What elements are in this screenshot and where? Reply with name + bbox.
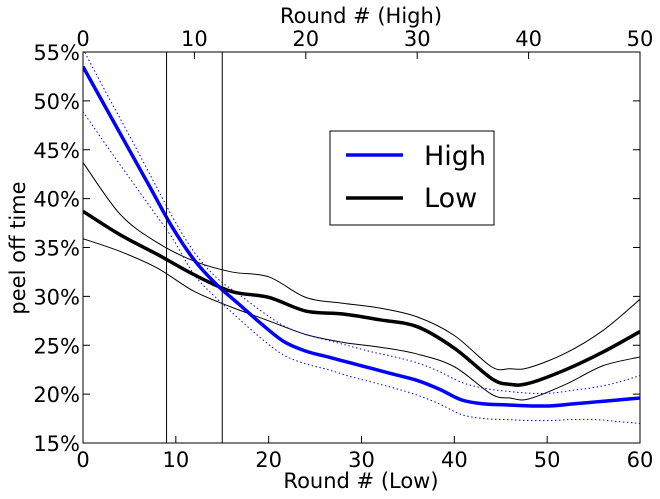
x-top-tick-label: 50: [627, 27, 654, 51]
y-tick-label: 40%: [33, 188, 80, 212]
y-tick-label: 25%: [33, 334, 80, 358]
x-axis-title-top: Round # (High): [280, 4, 442, 28]
series-low-line: [83, 209, 640, 387]
series-high-upper-band: [83, 52, 640, 394]
x-bottom-tick-label: 10: [162, 448, 189, 472]
x-top-tick-label: 0: [76, 27, 89, 51]
tick-layer: [82, 51, 641, 444]
tick-label-layer: 0 10 20 30 40 50 60 0 10 20 30 40 50 15% 20% 25% 30% 35% 4…: [33, 27, 653, 472]
x-bottom-tick-label: 60: [627, 448, 654, 472]
y-tick-label: 35%: [33, 237, 80, 261]
vertical-marker-layer: [166, 52, 223, 443]
y-tick-label: 20%: [33, 383, 80, 407]
series-lines-layer: [83, 52, 640, 424]
x-bottom-tick-label: 30: [348, 448, 375, 472]
x-bottom-tick-label: 20: [255, 448, 282, 472]
series-low-lower-band: [83, 238, 640, 401]
x-top-tick-label: 20: [292, 27, 319, 51]
y-tick-label: 55%: [33, 41, 80, 65]
x-bottom-tick-label: 0: [76, 448, 89, 472]
x-top-tick-label: 40: [515, 27, 542, 51]
legend-box: [329, 130, 495, 226]
x-axis-title-bottom: Round # (Low): [283, 469, 438, 493]
legend-label-high: High: [424, 141, 486, 172]
y-tick-label: 30%: [33, 285, 80, 309]
y-axis-title: peel off time: [6, 181, 30, 314]
x-bottom-tick-label: 50: [534, 448, 561, 472]
series-high-line: [83, 65, 640, 408]
y-tick-label: 15%: [33, 432, 80, 456]
legend-label-low: Low: [424, 183, 477, 214]
legend: High Low: [329, 130, 495, 226]
y-tick-label: 50%: [33, 90, 80, 114]
y-tick-label: 45%: [33, 139, 80, 163]
x-top-tick-label: 10: [181, 27, 208, 51]
x-top-tick-label: 30: [404, 27, 431, 51]
x-bottom-tick-label: 40: [441, 448, 468, 472]
